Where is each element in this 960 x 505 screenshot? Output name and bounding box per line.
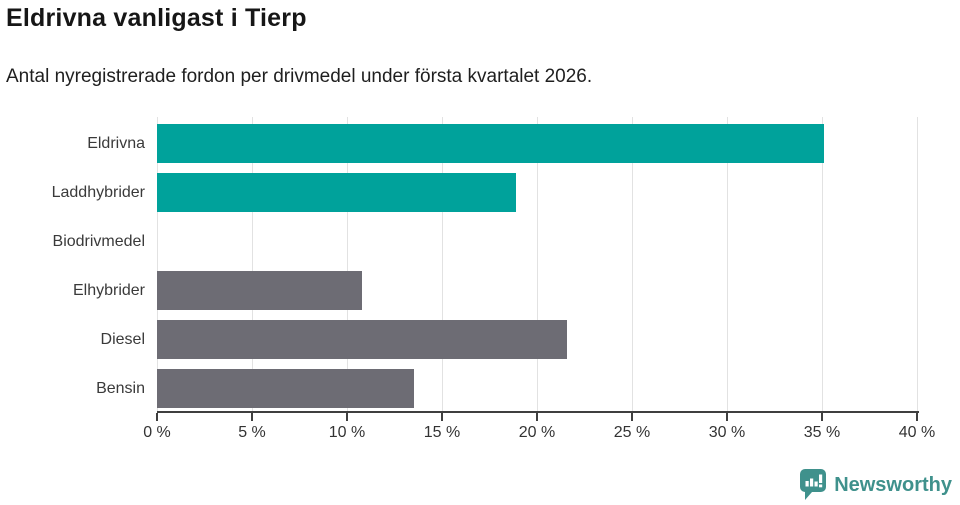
tick-label-25: 25 %	[613, 424, 651, 441]
bar-diesel	[157, 320, 568, 359]
bar-row	[157, 271, 917, 310]
bar-eldrivna	[157, 124, 824, 163]
tick-label-0: 0 %	[143, 424, 171, 441]
newsworthy-logo[interactable]: Newsworthy	[800, 469, 952, 501]
gridline-10	[347, 117, 348, 411]
tick-label-15: 15 %	[423, 424, 461, 441]
bar-laddhybrider	[157, 173, 517, 212]
bar-chart-plot-area	[157, 117, 918, 411]
bar-elhybrider	[157, 271, 363, 310]
gridline-20	[537, 117, 538, 411]
tick-mark-10	[346, 413, 348, 421]
tick-label-40: 40 %	[898, 424, 936, 441]
x-axis-line	[157, 411, 919, 413]
gridline-15	[442, 117, 443, 411]
gridline-35	[822, 117, 823, 411]
bar-row	[157, 173, 917, 212]
gridline-0	[157, 117, 158, 411]
category-label-biodrivmedel: Biodrivmedel	[52, 232, 145, 250]
tick-mark-25	[631, 413, 633, 421]
category-label-bensin: Bensin	[96, 379, 145, 397]
gridline-25	[632, 117, 633, 411]
tick-label-35: 35 %	[803, 424, 841, 441]
tick-mark-30	[726, 413, 728, 421]
category-label-diesel: Diesel	[100, 330, 145, 348]
bar-bensin	[157, 369, 414, 408]
category-label-laddhybrider: Laddhybrider	[51, 183, 145, 201]
newsworthy-logo-text: Newsworthy	[834, 473, 952, 496]
bar-row	[157, 320, 917, 359]
bar-row	[157, 222, 917, 261]
bar-row	[157, 124, 917, 163]
tick-label-20: 20 %	[518, 424, 556, 441]
chart-subtitle: Antal nyregistrerade fordon per drivmede…	[6, 66, 593, 87]
category-label-eldrivna: Eldrivna	[87, 134, 145, 152]
bar-row	[157, 369, 917, 408]
tick-mark-40	[916, 413, 918, 421]
tick-mark-35	[821, 413, 823, 421]
tick-label-5: 5 %	[238, 424, 266, 441]
chart-title: Eldrivna vanligast i Tierp	[6, 4, 307, 32]
gridline-30	[727, 117, 728, 411]
category-label-elhybrider: Elhybrider	[72, 281, 145, 299]
gridline-40	[917, 117, 918, 411]
tick-label-10: 10 %	[328, 424, 366, 441]
tick-label-30: 30 %	[708, 424, 746, 441]
tick-mark-5	[251, 413, 253, 421]
newsworthy-speech-bubble-icon	[800, 469, 827, 500]
tick-mark-20	[536, 413, 538, 421]
tick-mark-15	[441, 413, 443, 421]
gridline-5	[252, 117, 253, 411]
tick-mark-0	[156, 413, 158, 421]
